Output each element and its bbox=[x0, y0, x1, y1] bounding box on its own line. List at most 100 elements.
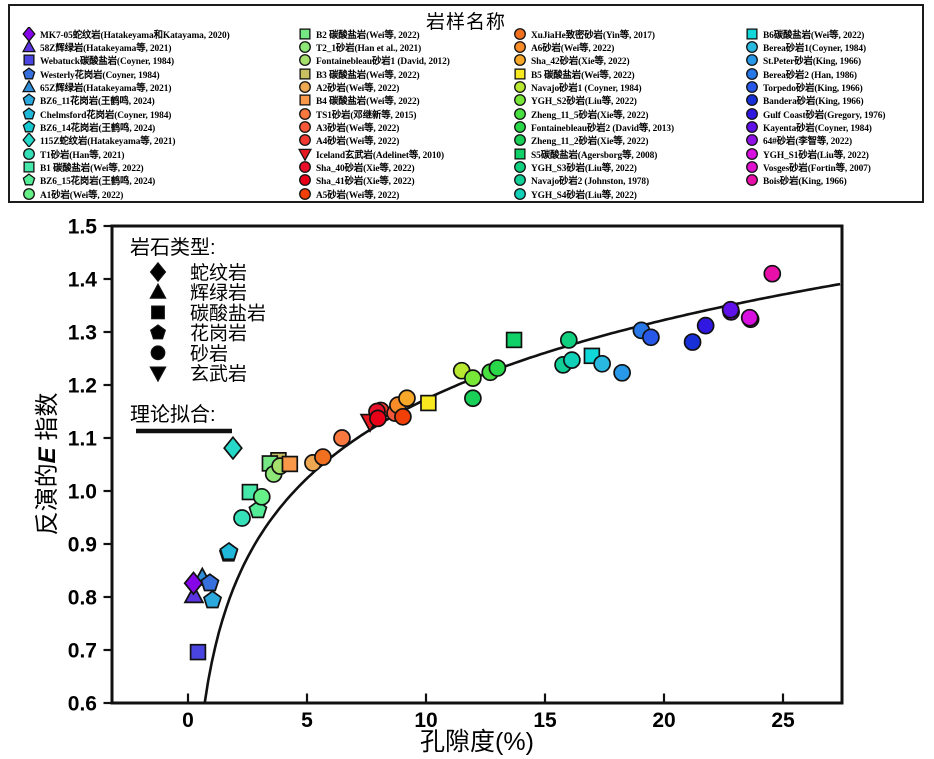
square-marker-icon bbox=[514, 148, 526, 160]
x-axis: 0 5 10 15 20 25 bbox=[182, 693, 795, 732]
y-tick-label: 0.8 bbox=[68, 587, 98, 610]
legend-item: St.Peter砂岩(King, 1966) bbox=[745, 54, 885, 67]
legend-item-label: YGH_S4砂岩(Liu等, 2022) bbox=[531, 190, 637, 201]
sample-legend-box: 岩样名称 MK7-05蛇纹岩(Hatakeyama和Katayama, 2020… bbox=[8, 4, 924, 203]
circle-marker-icon bbox=[746, 147, 758, 160]
data-point bbox=[314, 448, 332, 466]
pentagon-marker-icon bbox=[22, 173, 36, 186]
legend-item: Zheng_11_5砂岩(Xie等, 2022) bbox=[513, 107, 674, 121]
data-point bbox=[203, 590, 223, 609]
data-point bbox=[593, 354, 611, 373]
legend-item-label: A6砂岩(Wei等, 2022) bbox=[531, 44, 615, 55]
legend-item-label: S5碳酸盐岩(Agersborg等, 2008) bbox=[531, 150, 658, 161]
square-marker-icon bbox=[299, 28, 311, 40]
data-point bbox=[464, 369, 482, 387]
legend-item-label: A3砂岩(Wei等, 2022) bbox=[316, 124, 400, 135]
legend-item: Iceland玄武岩(Adelinet等, 2010) bbox=[298, 147, 450, 161]
legend-item: 64#砂岩(李智等, 2022) bbox=[745, 134, 885, 147]
data-point bbox=[559, 331, 578, 349]
data-point bbox=[642, 328, 660, 347]
circle-marker-icon bbox=[514, 27, 526, 40]
legend-item: Webatuck碳酸盐岩(Coyner, 1984) bbox=[22, 54, 230, 67]
legend-item: A1砂岩(Wei等, 2022) bbox=[22, 187, 230, 201]
data-point bbox=[189, 643, 207, 661]
legend-item-label: T1砂岩(Han等, 2021) bbox=[40, 150, 125, 161]
legend-item-label: TS1砂岩(邓继新等, 2015) bbox=[316, 110, 417, 121]
legend-item: A2砂岩(Wei等, 2022) bbox=[298, 80, 450, 94]
circle-marker-icon bbox=[746, 94, 758, 107]
legend-item: Sha_41砂岩(Xie等, 2022) bbox=[298, 174, 450, 187]
legend-item-label: Gulf Coast砂岩(Gregory, 1976) bbox=[763, 110, 886, 121]
circle-marker-icon bbox=[746, 67, 758, 80]
rock-type-label: 蛇纹岩 bbox=[190, 262, 247, 284]
triangle-up-marker-icon bbox=[22, 40, 36, 53]
legend-item-label: 65Z辉绿岩(Hatakeyama等, 2021) bbox=[40, 84, 172, 95]
legend-item: BZ6_14花岗岩(王鹤鸣, 2024) bbox=[22, 120, 230, 134]
circle-marker-icon bbox=[299, 187, 311, 200]
legend-item-label: Webatuck碳酸盐岩(Coyner, 1984) bbox=[40, 57, 175, 68]
legend-item: YGH_S3砂岩(Liu等, 2022) bbox=[513, 160, 674, 175]
rock-type-label: 花岗岩 bbox=[190, 323, 247, 345]
y-tick-label: 1.2 bbox=[68, 375, 97, 398]
data-point bbox=[183, 571, 204, 596]
circle-marker-icon bbox=[514, 41, 526, 53]
circle-marker-icon bbox=[514, 81, 526, 93]
x-tick-label: 25 bbox=[771, 709, 795, 732]
pentagon-marker-icon bbox=[22, 93, 36, 106]
circle-marker-icon bbox=[746, 134, 758, 147]
triangle-down-type-icon bbox=[149, 366, 167, 383]
legend-item: BZ6_15花岗岩(王鹤鸣, 2024) bbox=[22, 173, 230, 187]
legend-item-label: Berea砂岩2 (Han, 1986) bbox=[763, 70, 857, 81]
legend-item: T2_1砂岩(Han et al., 2021) bbox=[298, 40, 450, 54]
legend-item-label: MK7-05蛇纹岩(Hatakeyama和Katayama, 2020) bbox=[40, 30, 230, 41]
legend-item: Vosges砂岩(Fortin等, 2007) bbox=[745, 160, 885, 174]
legend-item-label: Westerly花岗岩(Coyner, 1984) bbox=[40, 70, 160, 81]
square-marker-icon bbox=[23, 54, 35, 66]
x-tick-label: 20 bbox=[652, 709, 675, 732]
legend-item-label: 64#砂岩(李智等, 2022) bbox=[763, 137, 853, 148]
pentagon-marker-icon bbox=[22, 66, 36, 80]
circle-marker-icon bbox=[514, 81, 526, 93]
legend-item: 115Z蛇纹岩(Hatakeyama等, 2021) bbox=[22, 133, 230, 148]
data-point bbox=[252, 487, 271, 506]
circle-marker-icon bbox=[299, 161, 311, 174]
y-axis: 0.6 0.7 0.8 0.9 1.0 1.1 1.2 1.3 1.4 1.5 bbox=[68, 216, 112, 716]
legend-item-label: St.Peter砂岩(King, 1966) bbox=[763, 57, 862, 68]
circle-marker-icon bbox=[746, 107, 758, 120]
pentagon-marker-icon bbox=[22, 173, 36, 186]
circle-marker-icon bbox=[514, 161, 526, 174]
legend-column-2: B2 碳酸盐岩(Wei等, 2022) T2_1砂岩(Han et al., 20… bbox=[298, 27, 450, 201]
data-point bbox=[233, 509, 251, 527]
circle-marker-icon bbox=[299, 41, 311, 53]
diamond-marker-icon bbox=[22, 133, 36, 148]
legend-item-label: Berea砂岩1(Coyner, 1984) bbox=[763, 44, 866, 55]
legend-column-3: XuJiaHe致密砂岩(Yin等, 2017) A6砂岩(Wei等, 2022) S… bbox=[513, 27, 674, 201]
square-marker-icon bbox=[299, 68, 311, 80]
legend-item: Torpedo砂岩(King, 1966) bbox=[745, 80, 885, 94]
rock-type-label: 辉绿岩 bbox=[190, 282, 247, 304]
pentagon-marker-icon bbox=[22, 66, 36, 80]
y-tick-label: 1.3 bbox=[68, 322, 97, 345]
circle-marker-icon bbox=[299, 174, 311, 187]
legend-item: Kayenta砂岩(Coyner, 1984) bbox=[745, 120, 885, 134]
legend-item: B4 碳酸盐岩(Wei等, 2022) bbox=[298, 94, 450, 107]
square-marker-icon bbox=[299, 68, 311, 80]
legend-item-label: Bois砂岩(King, 1966) bbox=[763, 177, 847, 188]
legend-item-label: B2 碳酸盐岩(Wei等, 2022) bbox=[316, 30, 420, 41]
legend-item: MK7-05蛇纹岩(Hatakeyama和Katayama, 2020) bbox=[22, 26, 230, 41]
circle-marker-icon bbox=[746, 81, 758, 93]
circle-marker-icon bbox=[746, 174, 758, 187]
square-marker-icon bbox=[514, 148, 526, 160]
square-marker-icon bbox=[299, 94, 311, 106]
legend-item: B6碳酸盐岩(Wei等, 2022) bbox=[745, 27, 885, 41]
legend-item-label: B6碳酸盐岩(Wei等, 2022) bbox=[763, 30, 865, 41]
circle-marker-icon bbox=[746, 121, 758, 134]
triangle-up-type-icon bbox=[149, 282, 167, 299]
data-point bbox=[281, 455, 299, 473]
triangle-up-marker-icon bbox=[22, 80, 36, 93]
legend-item: TS1砂岩(邓继新等, 2015) bbox=[298, 107, 450, 121]
legend-item-label: YGH_S3砂岩(Liu等, 2022) bbox=[531, 164, 637, 175]
y-tick-label: 1.5 bbox=[68, 216, 98, 239]
